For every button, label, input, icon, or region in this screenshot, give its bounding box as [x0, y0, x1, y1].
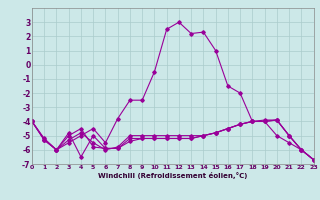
X-axis label: Windchill (Refroidissement éolien,°C): Windchill (Refroidissement éolien,°C) — [98, 172, 247, 179]
